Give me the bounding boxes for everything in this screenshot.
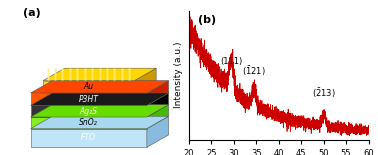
Polygon shape — [43, 81, 135, 93]
Text: (111): (111) — [220, 57, 243, 66]
Polygon shape — [31, 116, 169, 129]
Text: Ag₂S: Ag₂S — [80, 107, 98, 116]
Polygon shape — [31, 129, 147, 147]
Polygon shape — [31, 105, 169, 117]
Polygon shape — [31, 93, 147, 105]
Polygon shape — [43, 68, 156, 81]
Polygon shape — [31, 93, 169, 105]
Polygon shape — [147, 105, 169, 129]
Text: Au: Au — [84, 82, 94, 91]
Polygon shape — [31, 117, 147, 129]
Polygon shape — [31, 105, 147, 117]
Text: FTO: FTO — [81, 133, 96, 142]
Polygon shape — [31, 81, 169, 93]
Text: ($\bar{1}$21): ($\bar{1}$21) — [242, 64, 266, 78]
Polygon shape — [135, 68, 156, 93]
Text: (a): (a) — [23, 8, 40, 18]
Text: (b): (b) — [198, 15, 216, 25]
Y-axis label: Intensity (a.u.): Intensity (a.u.) — [174, 42, 183, 108]
Text: P3HT: P3HT — [79, 95, 99, 104]
Polygon shape — [147, 81, 169, 105]
Text: ($\bar{2}$13): ($\bar{2}$13) — [312, 86, 336, 100]
Polygon shape — [147, 116, 169, 147]
Text: SnO₂: SnO₂ — [79, 118, 98, 127]
Polygon shape — [147, 93, 169, 117]
